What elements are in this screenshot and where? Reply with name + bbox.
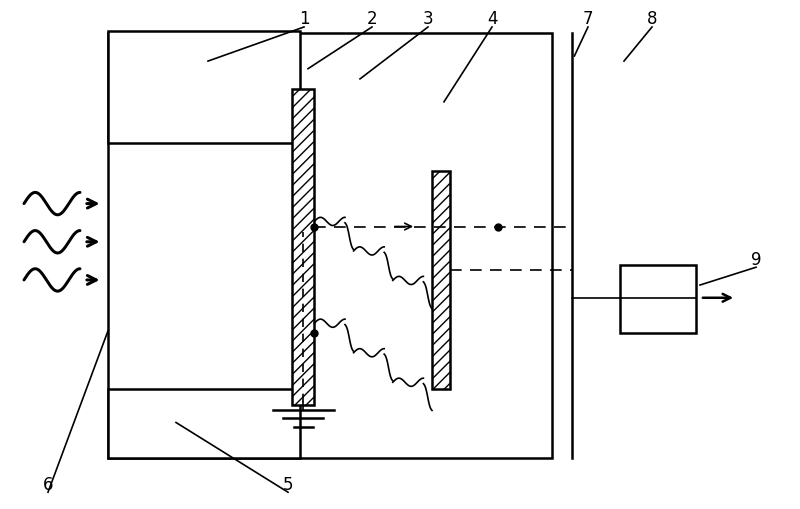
Text: 4: 4 — [486, 10, 498, 29]
Bar — [108, 33, 552, 458]
Text: 9: 9 — [750, 250, 762, 269]
Text: 1: 1 — [298, 10, 310, 29]
Bar — [620, 265, 696, 333]
Text: 5: 5 — [282, 475, 294, 494]
Bar — [108, 31, 300, 143]
Text: 8: 8 — [646, 10, 658, 29]
Text: 6: 6 — [42, 475, 54, 494]
Bar — [432, 171, 450, 389]
Text: 7: 7 — [582, 10, 594, 29]
Text: 2: 2 — [366, 10, 378, 29]
Bar — [108, 389, 300, 458]
Bar — [292, 89, 314, 405]
Text: 3: 3 — [422, 10, 434, 29]
